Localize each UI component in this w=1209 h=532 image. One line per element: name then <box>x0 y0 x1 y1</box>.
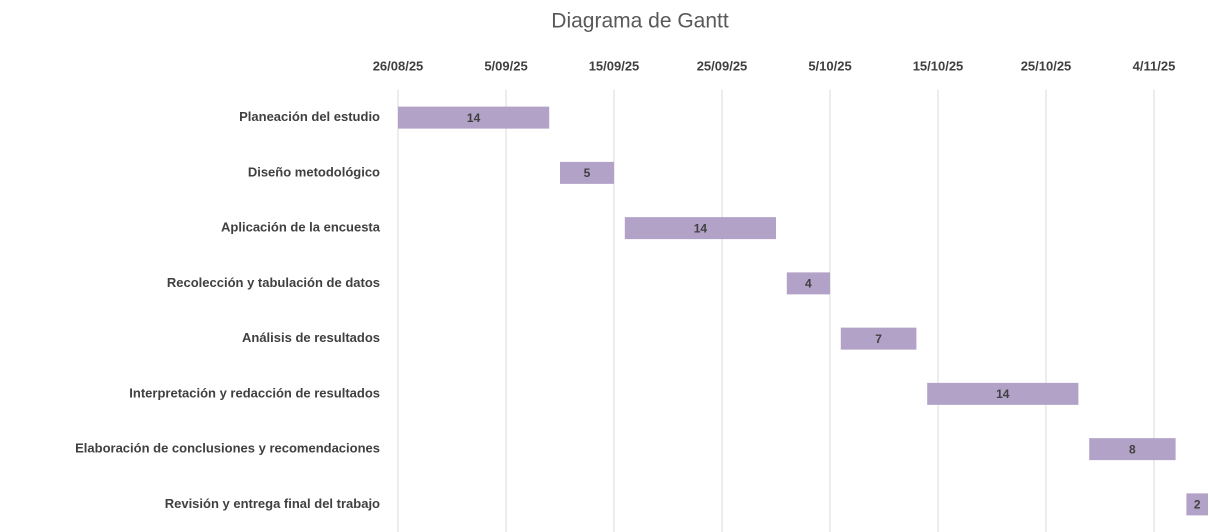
bar <box>840 327 917 350</box>
x-tick-label: 5/10/25 <box>808 58 851 73</box>
x-tick-label: 15/09/25 <box>589 58 640 73</box>
x-tick-label: 4/11/25 <box>1133 58 1176 73</box>
data-label: 4 <box>805 277 812 291</box>
bar <box>398 106 550 129</box>
y-tick-label: Aplicación de la encuesta <box>221 220 381 235</box>
y-tick-label: Análisis de resultados <box>242 330 380 345</box>
bar <box>927 382 1079 405</box>
bar <box>1186 493 1208 516</box>
x-tick-label: 25/09/25 <box>697 58 748 73</box>
bar <box>560 161 614 184</box>
bar <box>624 217 776 240</box>
data-label: 7 <box>875 332 882 346</box>
x-tick-label: 5/09/25 <box>484 58 527 73</box>
y-tick-label: Elaboración de conclusiones y recomendac… <box>75 441 380 456</box>
data-label: 5 <box>584 166 591 180</box>
x-tick-label: 26/08/25 <box>373 58 424 73</box>
bar <box>1089 438 1176 461</box>
bar <box>786 272 830 295</box>
y-tick-label: Diseño metodológico <box>248 164 380 179</box>
data-label: 8 <box>1129 442 1136 456</box>
chart-title: Diagrama de Gantt <box>551 10 729 33</box>
data-label: 14 <box>996 387 1010 401</box>
y-tick-label: Recolección y tabulación de datos <box>167 275 380 290</box>
data-label: 14 <box>694 221 708 235</box>
x-tick-label: 25/10/25 <box>1021 58 1072 73</box>
data-label: 14 <box>467 111 481 125</box>
y-tick-label: Planeación del estudio <box>239 109 380 124</box>
y-tick-label: Revisión y entrega final del trabajo <box>165 496 380 511</box>
x-tick-label: 15/10/25 <box>913 58 964 73</box>
data-label: 2 <box>1194 498 1201 512</box>
y-tick-label: Interpretación y redacción de resultados <box>129 385 380 400</box>
